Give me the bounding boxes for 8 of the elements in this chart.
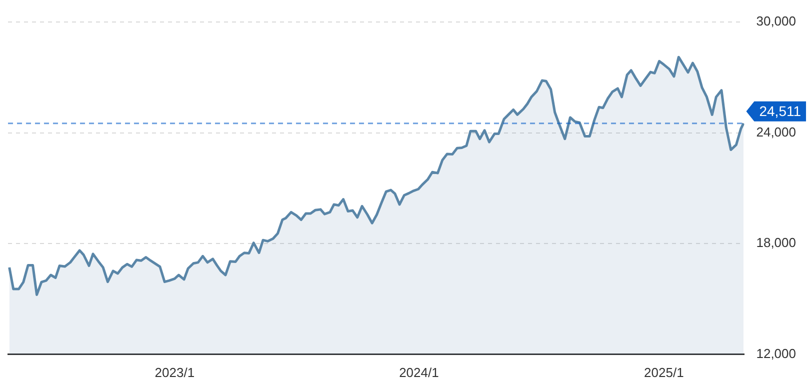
y-tick-label: 12,000 [756,346,796,361]
x-tick-label: 2024/1 [399,364,439,380]
y-tick-label: 30,000 [756,14,796,29]
y-tick-label: 24,000 [756,124,796,140]
x-tick-label: 2023/1 [154,364,195,380]
y-tick-label: 18,000 [756,235,796,250]
ref-line-label: 24,511 [759,103,802,120]
x-tick-label: 2025/1 [644,364,684,380]
